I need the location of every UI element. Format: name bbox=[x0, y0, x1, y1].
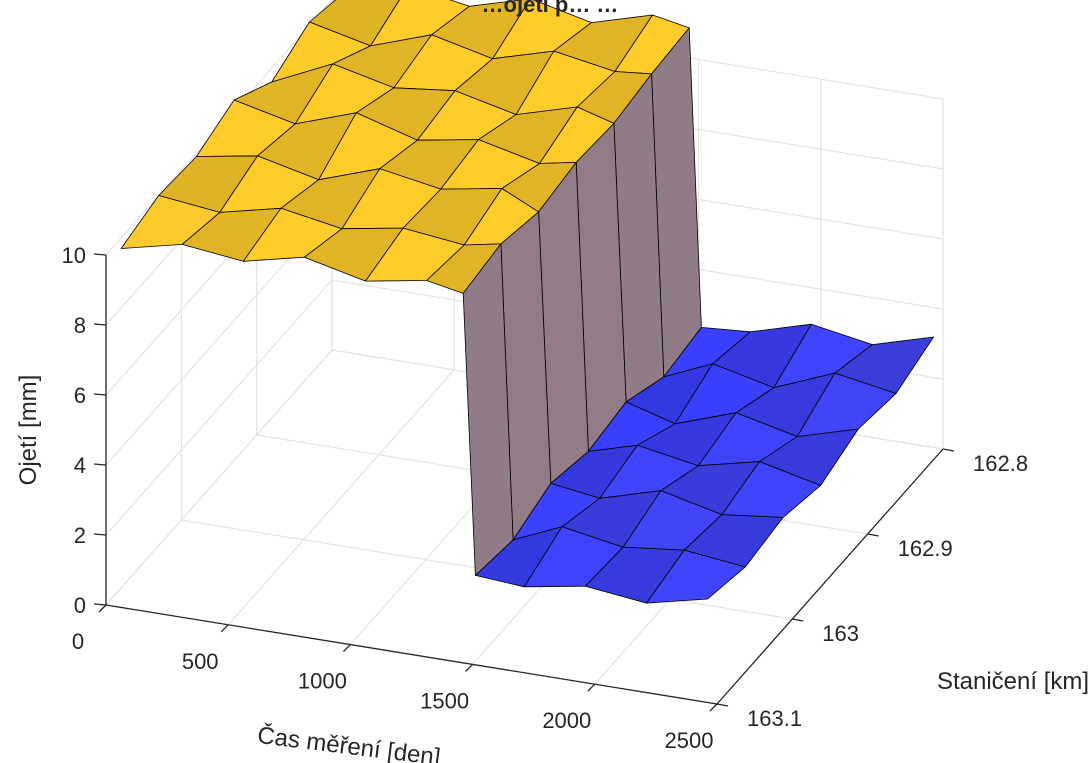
x-tick-label: 2500 bbox=[665, 728, 714, 753]
x-tick-label: 2000 bbox=[542, 708, 591, 733]
grid-line bbox=[105, 349, 333, 606]
y-tick-label: 163 bbox=[822, 621, 859, 646]
z-tick-mark bbox=[93, 603, 107, 606]
surface-patch bbox=[646, 549, 746, 604]
y-tick-mark bbox=[792, 618, 804, 622]
z-tick-label: 4 bbox=[74, 453, 86, 478]
z-axis-label: Ojetí [mm] bbox=[15, 375, 42, 486]
z-tick-label: 0 bbox=[74, 593, 86, 618]
y-axis-line bbox=[716, 448, 944, 705]
y-axis-label: Staničení [km] bbox=[937, 668, 1089, 695]
x-axis-line bbox=[105, 604, 718, 705]
x-tick-mark bbox=[342, 644, 351, 653]
x-tick-label: 0 bbox=[72, 629, 84, 654]
surface-layer bbox=[120, 0, 934, 604]
x-tick-mark bbox=[587, 683, 596, 692]
x-tick-label: 1500 bbox=[420, 688, 469, 713]
x-tick-mark bbox=[98, 604, 107, 613]
x-tick-mark bbox=[709, 703, 718, 712]
y-tick-label: 162.9 bbox=[898, 536, 953, 561]
x-tick-mark bbox=[220, 624, 229, 633]
z-tick-mark bbox=[93, 463, 107, 466]
x-axis-label: Čas měření [den] bbox=[256, 721, 442, 763]
z-tick-mark bbox=[93, 253, 107, 256]
x-tick-mark bbox=[465, 663, 474, 672]
y-tick-label: 163.1 bbox=[747, 706, 802, 731]
x-tick-label: 1000 bbox=[298, 669, 347, 694]
y-tick-mark bbox=[867, 533, 879, 537]
y-tick-mark bbox=[716, 703, 729, 707]
z-tick-label: 2 bbox=[74, 523, 86, 548]
grid-line bbox=[105, 279, 333, 536]
z-tick-label: 10 bbox=[62, 243, 86, 268]
z-tick-mark bbox=[93, 323, 107, 326]
z-tick-mark bbox=[93, 533, 107, 536]
y-tick-label: 162.8 bbox=[973, 451, 1028, 476]
y-tick-mark bbox=[942, 448, 955, 452]
z-tick-mark bbox=[93, 393, 107, 396]
x-tick-label: 500 bbox=[182, 649, 219, 674]
chart-title: …ojetí p… … bbox=[482, 0, 619, 17]
z-tick-label: 6 bbox=[74, 383, 86, 408]
z-tick-label: 8 bbox=[74, 313, 86, 338]
axes-layer bbox=[105, 255, 944, 705]
grid-line bbox=[227, 369, 455, 626]
ticks-layer: 0 500 1000 1500 2000 2500 162.8 162.9 163 163.1 0 2… bbox=[62, 243, 1029, 753]
